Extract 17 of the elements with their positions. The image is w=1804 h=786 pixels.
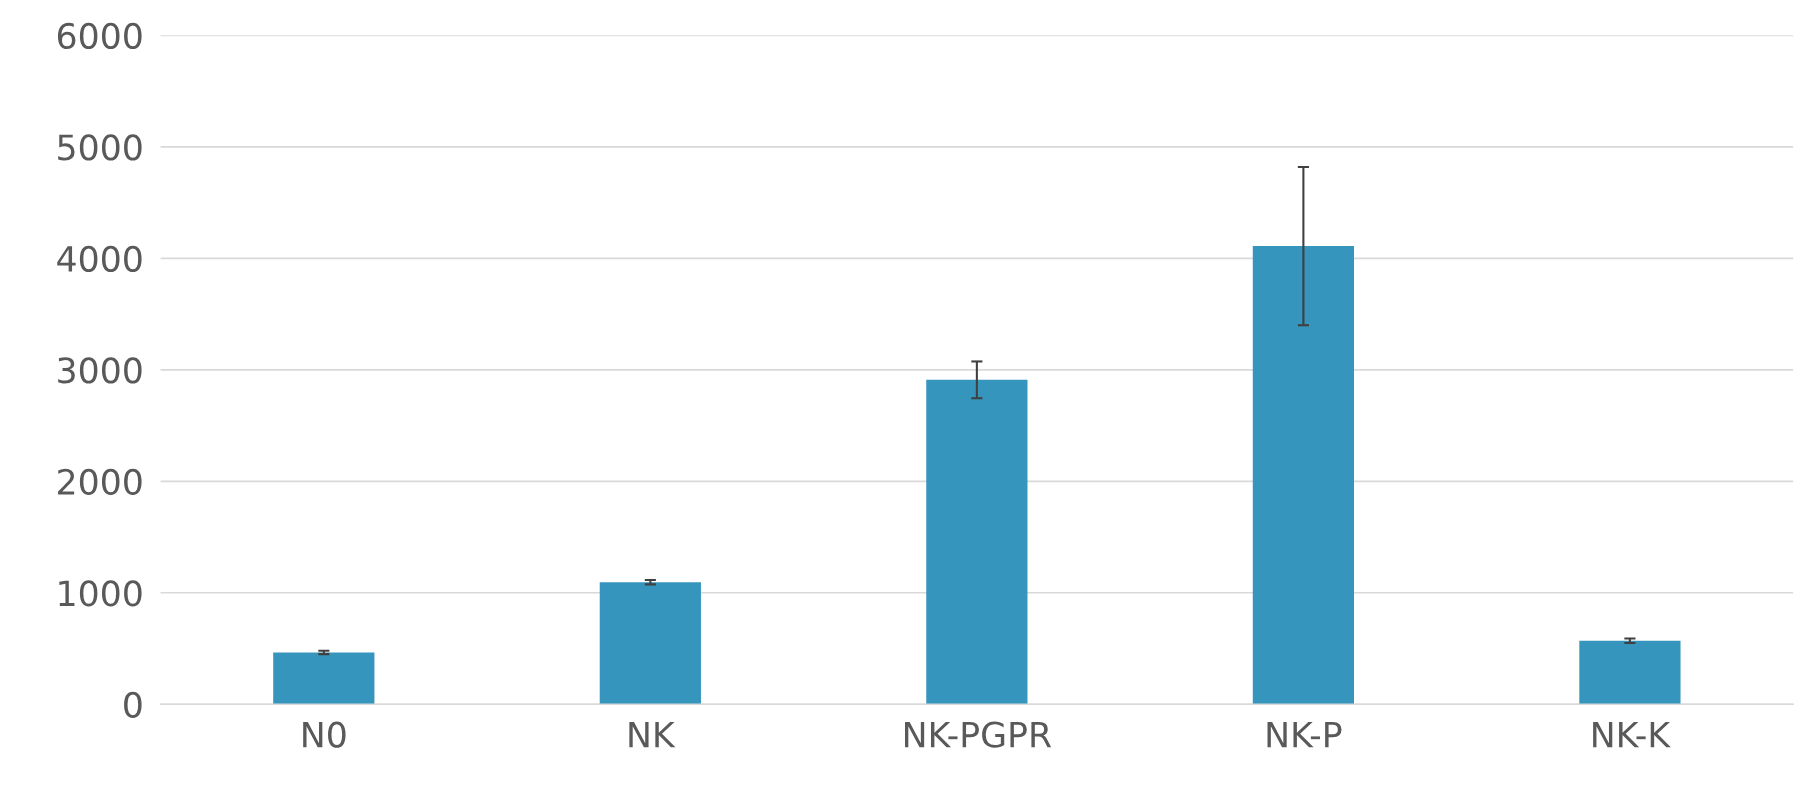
- bar: [926, 379, 1028, 705]
- x-tick-label: NK-P: [1267, 721, 1342, 748]
- bar: [273, 652, 375, 705]
- y-tick-label: 5000: [58, 134, 142, 161]
- bar: [1579, 640, 1681, 705]
- y-tick-label: 1000: [59, 580, 142, 607]
- y-tick-label: 3000: [58, 357, 142, 384]
- y-tick-label: 2000: [58, 468, 142, 495]
- y-tick-label: 0: [124, 691, 142, 718]
- x-tick-label: NK-K: [1593, 721, 1671, 748]
- x-tick-label: NK-PGPR: [905, 721, 1052, 748]
- y-tick-label: 4000: [57, 245, 142, 273]
- x-tick-label: NK: [629, 721, 676, 748]
- y-tick-label: 6000: [57, 22, 142, 50]
- bar: [1252, 246, 1354, 705]
- x-tick-label: N0: [303, 721, 346, 748]
- bar: [599, 582, 701, 705]
